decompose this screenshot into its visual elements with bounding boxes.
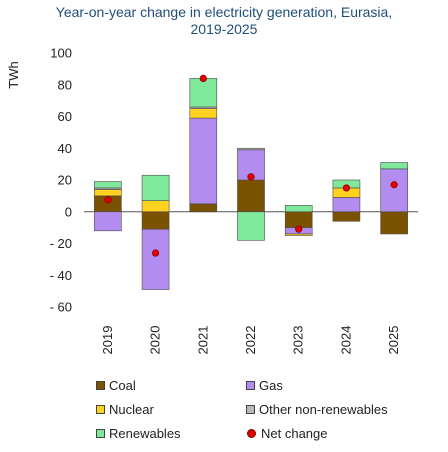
net-change-point-2021 [199,74,207,82]
legend-label: Gas [259,378,283,393]
bar-coal-2022 [237,179,265,213]
legend-item-net-change: Net change [246,426,328,441]
x-tick-label: 2020 [148,326,163,355]
legend-swatch-icon [246,381,255,390]
bar-chart: TWh 100 80 60 40 20 0 - 20 - 40 - 60 2019 2020 2021 2… [6,46,418,355]
net-change-point-2025 [390,181,398,189]
x-tick-label: 2024 [338,326,353,355]
y-tick-label: - 20 [50,236,72,251]
bar-nuclear-2019 [94,189,122,197]
bar-other-non-renewables-2022 [237,147,265,151]
legend-label: Nuclear [109,402,154,417]
net-change-point-2019 [104,196,112,204]
bar-coal-2024 [332,211,361,222]
bar-coal-2025 [380,211,408,235]
bar-renewables-2021 [189,78,218,108]
bar-gas-2019 [94,211,122,232]
bar-nuclear-2021 [189,108,218,119]
bar-renewables-2019 [94,181,122,189]
x-tick-label: 2021 [195,326,210,355]
bar-renewables-2023 [284,205,313,213]
chart-title: Year-on-year change in electricity gener… [0,4,448,38]
legend-item-gas: Gas [246,378,283,393]
net-change-point-2020 [151,249,160,257]
y-tick-label: - 40 [50,268,72,283]
legend-label: Renewables [109,426,181,441]
net-change-point-2023 [295,225,303,233]
legend-dot-icon [247,429,256,438]
legend-swatch-icon [246,405,255,414]
legend-swatch-icon [96,381,105,390]
legend-item-nuclear: Nuclear [96,402,154,417]
y-tick-label: 80 [58,77,72,92]
bar-gas-2024 [332,197,361,213]
x-tick-label: 2025 [386,326,401,355]
bar-renewables-2022 [237,211,265,241]
legend-swatch-icon [96,429,105,438]
bar-gas-2025 [380,168,408,213]
bar-nuclear-2020 [141,200,170,213]
y-axis-label: TWh [6,61,21,88]
legend-label: Net change [261,426,328,441]
y-tick-label: 60 [58,109,72,124]
bar-gas-2021 [189,117,218,205]
bar-nuclear-2023 [284,233,313,236]
legend-label: Coal [109,378,136,393]
chart-title-line-2: 2019-2025 [190,21,258,37]
legend-label: Other non-renewables [259,402,388,417]
bar-renewables-2020 [141,174,170,201]
x-tick-label: 2023 [291,326,306,355]
chart-title-line-1: Year-on-year change in electricity gener… [55,4,393,20]
net-change-point-2022 [247,173,255,181]
legend-item-coal: Coal [96,378,136,393]
y-tick-label: 40 [58,141,72,156]
bar-coal-2021 [189,203,218,213]
bar-renewables-2025 [380,162,408,170]
bar-gas-2020 [141,228,170,290]
x-tick-label: 2019 [100,326,115,355]
x-tick-label: 2022 [243,326,258,355]
y-tick-label: 20 [58,173,72,188]
bar-coal-2023 [284,211,313,228]
y-tick-label: - 60 [50,300,72,315]
legend-item-other-non-renewables: Other non-renewables [246,402,388,417]
bar-coal-2020 [141,211,170,230]
legend-swatch-icon [96,405,105,414]
net-change-point-2024 [342,184,351,192]
y-tick-label: 100 [50,46,72,61]
legend-item-renewables: Renewables [96,426,181,441]
y-tick-label: 0 [65,204,72,219]
